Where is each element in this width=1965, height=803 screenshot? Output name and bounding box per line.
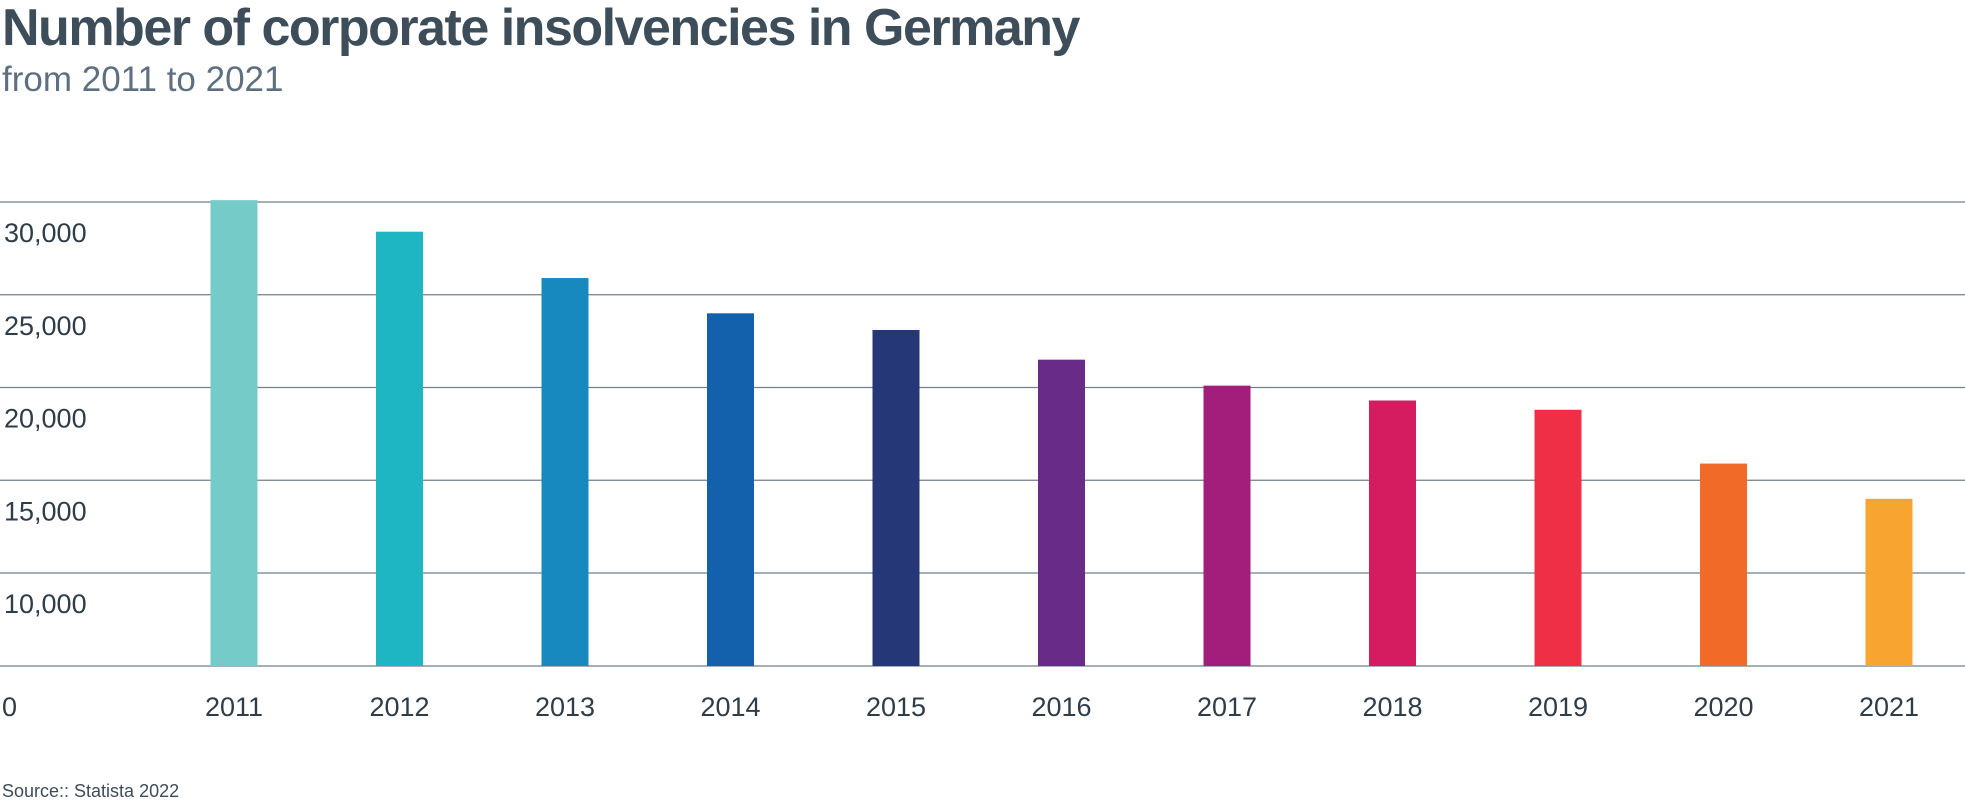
x-tick-label-2016: 2016 [1031,692,1091,722]
x-tick-label-2012: 2012 [369,692,429,722]
bars [210,200,1913,666]
chart-subtitle: from 2011 to 2021 [2,60,284,99]
y-axis-ticks: 10,000 15,000 20,000 25,000 30,000 0 [2,218,87,722]
x-axis-ticks: 2011 2012 2013 2014 2015 2016 2017 2018 2019 2020… [205,692,1919,722]
y-tick-label-20,000: 20,000 [4,404,87,434]
bar-2013 [541,278,589,666]
bar-2012 [376,231,423,666]
bar-2011 [210,200,258,666]
y-tick-label-30,000: 30,000 [4,218,87,248]
bar-2020 [1700,463,1747,666]
bar-2021 [1865,498,1913,666]
chart-title: Number of corporate insolvencies in Germ… [2,0,1080,57]
gridlines [0,201,1965,667]
bar-2014 [707,313,754,666]
y-tick-label-10,000: 10,000 [4,589,87,619]
x-tick-label-2011: 2011 [205,692,263,722]
bar-2016 [1038,359,1085,666]
x-tick-label-2021: 2021 [1859,692,1919,722]
bar-2017 [1203,385,1251,666]
source-note: Source:: Statista 2022 [2,781,180,801]
x-tick-label-2019: 2019 [1528,692,1588,722]
x-tick-label-2014: 2014 [700,692,760,722]
y-tick-label-25,000: 25,000 [4,311,87,341]
x-tick-label-2017: 2017 [1197,692,1257,722]
x-tick-label-2013: 2013 [535,692,595,722]
bar-2018 [1369,400,1416,666]
y-zero-label: 0 [2,692,17,722]
bar-2015 [872,329,920,666]
y-tick-label-15,000: 15,000 [4,496,87,526]
x-tick-label-2018: 2018 [1362,692,1422,722]
x-tick-label-2020: 2020 [1693,692,1753,722]
x-tick-label-2015: 2015 [866,692,926,722]
bar-2019 [1534,409,1582,666]
